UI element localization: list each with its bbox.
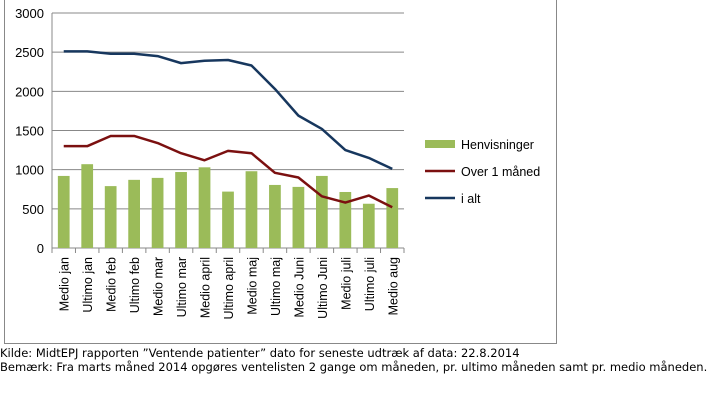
- y-tick-label: 500: [22, 202, 44, 217]
- line-i-alt: [63, 50, 393, 171]
- remark-note: Bemærk: Fra marts måned 2014 opgøres ven…: [0, 360, 708, 374]
- bar-henvisninger: [269, 184, 281, 248]
- bar-henvisninger: [362, 203, 375, 248]
- x-category-label: Medio juli: [339, 257, 353, 310]
- notes: Kilde: MidtEPJ rapporten ”Ventende patie…: [0, 346, 714, 374]
- x-category-label: Ultimo april: [222, 257, 236, 320]
- x-category-label: Ultimo feb: [128, 257, 142, 313]
- legend-swatch-bar: [425, 140, 455, 148]
- x-category-label: Ultimo juli: [363, 257, 377, 311]
- x-category-label: Medio aug: [386, 257, 400, 315]
- x-category-label: Medio mar: [152, 257, 166, 316]
- chart-frame: [4, 0, 557, 344]
- x-category-label: Ultimo mar: [175, 257, 189, 317]
- source-note: Kilde: MidtEPJ rapporten ”Ventende patie…: [0, 346, 520, 360]
- bar-henvisninger: [57, 175, 70, 248]
- x-category-label: Medio jan: [58, 257, 72, 311]
- y-tick-label: 1500: [15, 124, 44, 139]
- bar-henvisninger: [339, 191, 352, 248]
- bar-henvisninger: [245, 171, 258, 248]
- legend-label: Over 1 måned: [461, 165, 540, 179]
- line-over-1-maaned: [63, 134, 393, 209]
- bar-henvisninger: [104, 186, 117, 248]
- bar-henvisninger: [81, 164, 94, 248]
- x-category-label: Ultimo Juni: [316, 257, 330, 319]
- legend-label: i alt: [461, 192, 481, 206]
- bar-henvisninger: [198, 167, 211, 248]
- x-category-label: Ultimo maj: [269, 257, 283, 316]
- bar-henvisninger: [175, 172, 187, 248]
- chart: 0 500 1000 1500 2000 2500 3000 Medio jan Ultimo …: [15, 6, 540, 320]
- legend-label: Henvisninger: [461, 138, 534, 152]
- y-tick-label: 3000: [15, 6, 44, 21]
- bar-henvisninger: [386, 188, 399, 248]
- y-tick-label: 2000: [15, 84, 44, 99]
- bar-henvisninger: [222, 191, 234, 248]
- bar-henvisninger: [151, 177, 164, 248]
- x-category-label: Medio maj: [245, 257, 259, 315]
- x-category-label: Medio Juni: [292, 257, 306, 317]
- y-tick-label: 0: [37, 241, 44, 256]
- bar-henvisninger: [316, 175, 328, 248]
- x-category-label: Medio feb: [105, 257, 119, 312]
- y-tick-label: 1000: [15, 163, 44, 178]
- y-tick-label: 2500: [15, 45, 44, 60]
- x-category-label: Ultimo jan: [81, 257, 95, 313]
- bar-henvisninger: [128, 179, 140, 248]
- bar-henvisninger: [292, 186, 305, 248]
- x-category-label: Medio april: [199, 257, 213, 318]
